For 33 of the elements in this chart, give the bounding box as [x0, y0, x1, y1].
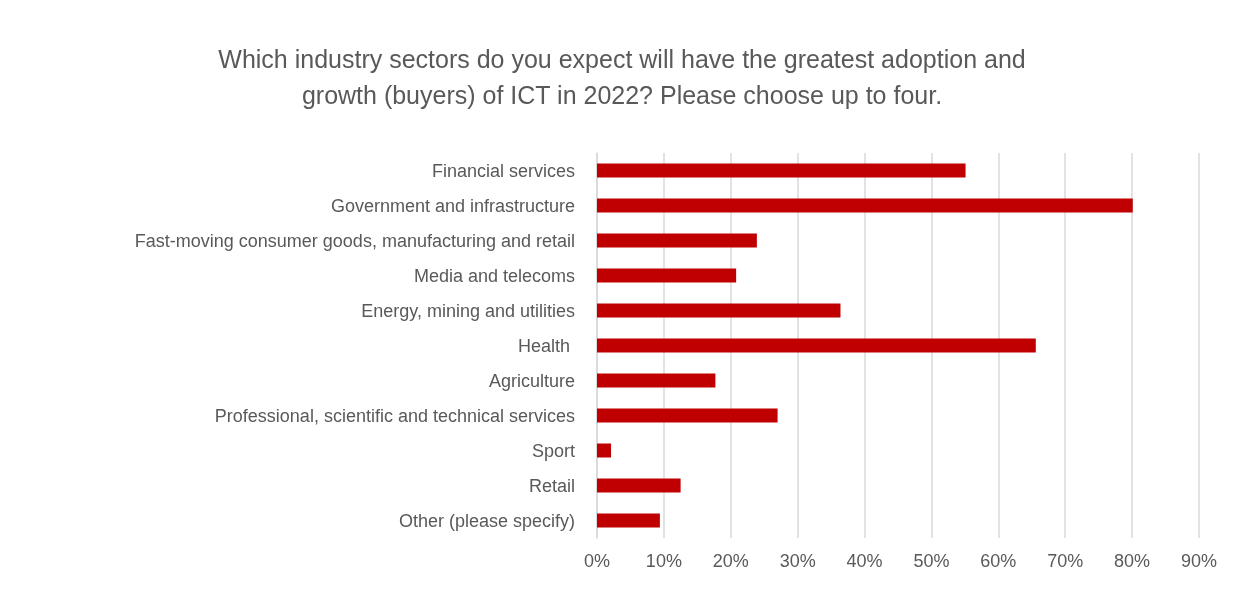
y-tick-label: Financial services: [431, 160, 575, 181]
y-tick-label: Retail: [528, 475, 575, 496]
x-tick-label: 80%: [1114, 551, 1151, 571]
x-tick-label: 10%: [645, 551, 682, 571]
x-tick-label: 50%: [913, 551, 950, 571]
bar: [597, 373, 716, 388]
bar: [597, 268, 737, 283]
y-tick-label: Other (please specify): [398, 510, 575, 531]
y-tick-label: Professional, scientific and technical services: [214, 405, 575, 426]
bar: [597, 338, 1036, 353]
y-tick-label: Sport: [531, 440, 575, 461]
x-tick-label: 70%: [1047, 551, 1084, 571]
bar: [597, 233, 757, 248]
bar: [597, 513, 660, 528]
bar: [597, 198, 1133, 213]
y-tick-label: Media and telecoms: [413, 265, 575, 286]
y-tick-label: Fast-moving consumer goods, manufacturing and retail: [134, 230, 575, 251]
x-tick-label: 20%: [712, 551, 749, 571]
bar: [597, 408, 778, 423]
bar: [597, 163, 966, 178]
x-tick-label: 30%: [779, 551, 816, 571]
bar: [597, 303, 841, 318]
x-tick-label: 40%: [846, 551, 883, 571]
y-tick-label: Agriculture: [488, 370, 575, 391]
x-tick-label: 90%: [1180, 551, 1218, 571]
x-tick-label: 60%: [980, 551, 1017, 571]
chart-title: Which industry sectors do you expect will have the greatest adoption and growth (buyers) of ICT in 2022? Please choose up to four.: [218, 45, 1026, 109]
y-tick-label: Energy, mining and utilities: [361, 300, 575, 321]
bar: [597, 443, 612, 458]
y-tick-label: Government and infrastructure: [330, 195, 575, 216]
bar: [597, 478, 681, 493]
y-tick-label: Health: [517, 335, 575, 356]
x-tick-label: 0%: [583, 551, 611, 571]
